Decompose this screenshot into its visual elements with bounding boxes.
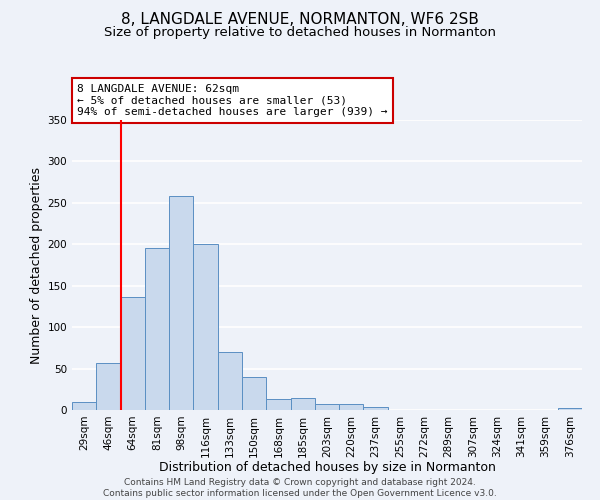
Bar — [364, 406, 388, 410]
X-axis label: Distribution of detached houses by size in Normanton: Distribution of detached houses by size … — [158, 461, 496, 474]
Bar — [169, 196, 193, 410]
Bar — [242, 377, 266, 410]
Bar — [339, 404, 364, 410]
Bar — [218, 352, 242, 410]
Bar — [193, 244, 218, 410]
Bar — [72, 402, 96, 410]
Bar — [266, 399, 290, 410]
Text: 8 LANGDALE AVENUE: 62sqm
← 5% of detached houses are smaller (53)
94% of semi-de: 8 LANGDALE AVENUE: 62sqm ← 5% of detache… — [77, 84, 388, 117]
Y-axis label: Number of detached properties: Number of detached properties — [30, 166, 43, 364]
Text: Size of property relative to detached houses in Normanton: Size of property relative to detached ho… — [104, 26, 496, 39]
Bar — [315, 404, 339, 410]
Bar — [558, 408, 582, 410]
Bar — [290, 398, 315, 410]
Text: Contains HM Land Registry data © Crown copyright and database right 2024.
Contai: Contains HM Land Registry data © Crown c… — [103, 478, 497, 498]
Text: 8, LANGDALE AVENUE, NORMANTON, WF6 2SB: 8, LANGDALE AVENUE, NORMANTON, WF6 2SB — [121, 12, 479, 28]
Bar — [121, 298, 145, 410]
Bar — [96, 363, 121, 410]
Bar — [145, 248, 169, 410]
